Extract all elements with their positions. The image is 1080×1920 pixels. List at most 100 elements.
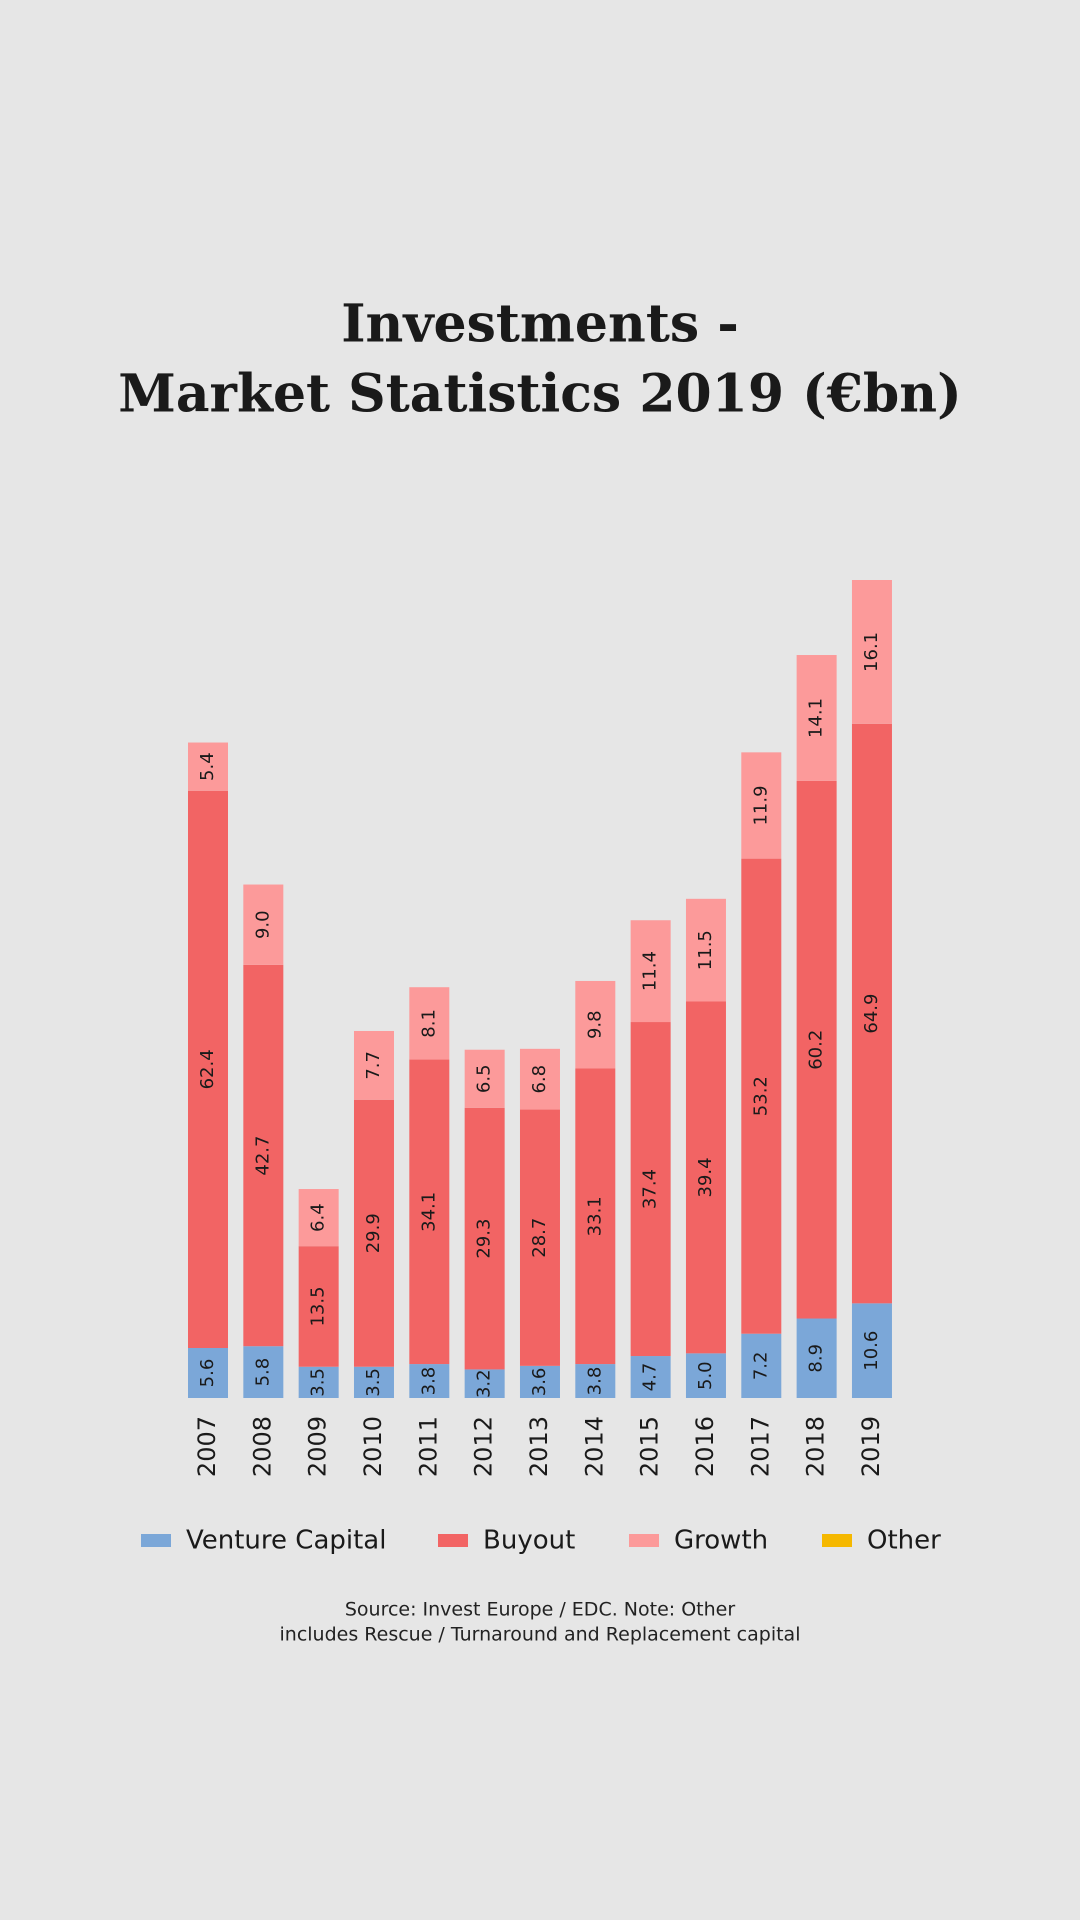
bar-segment	[464, 1107, 505, 1370]
bar-segment	[685, 898, 726, 1002]
value-label: 6.4	[308, 1203, 329, 1232]
bar-segment	[298, 1366, 339, 1398]
bar-segment	[298, 1246, 339, 1367]
bar-segment	[630, 920, 671, 1023]
bar-segment	[796, 780, 837, 1319]
legend-label: Buyout	[483, 1526, 575, 1556]
value-label: 34.1	[418, 1192, 439, 1232]
bar-segment	[741, 858, 782, 1334]
bar-segment	[851, 1303, 892, 1398]
x-tick-label: 2019	[857, 1416, 885, 1477]
value-label: 28.7	[529, 1218, 550, 1258]
value-label: 9.0	[252, 910, 273, 939]
x-tick-label: 2013	[525, 1416, 553, 1477]
value-label: 62.4	[197, 1049, 218, 1089]
x-tick-label: 2012	[470, 1416, 498, 1477]
bar-segment	[353, 1366, 394, 1398]
bar-segment	[630, 1356, 671, 1398]
bar-segment	[575, 1068, 616, 1365]
bar-segment	[685, 1353, 726, 1398]
bar-segment	[519, 1109, 560, 1366]
value-label: 5.0	[695, 1361, 716, 1390]
x-tick-label: 2016	[691, 1416, 719, 1477]
bar-segment	[851, 723, 892, 1304]
bar-segment	[243, 964, 284, 1347]
x-tick-label: 2010	[359, 1416, 387, 1477]
legend-label: Growth	[674, 1526, 768, 1556]
bar-segment	[796, 1318, 837, 1398]
bar-segment	[575, 1364, 616, 1398]
bar-segment	[519, 1365, 560, 1398]
x-tick-label: 2008	[248, 1416, 276, 1477]
value-label: 6.8	[529, 1065, 550, 1094]
bar-segment	[685, 1001, 726, 1354]
value-label: 5.4	[197, 752, 218, 781]
bar-segment	[409, 987, 450, 1060]
value-label: 13.5	[308, 1286, 329, 1326]
legend-label: Other	[867, 1526, 941, 1556]
value-label: 3.8	[584, 1367, 605, 1396]
bar-segment	[409, 1059, 450, 1365]
source-note: includes Rescue / Turnaround and Replace…	[280, 1624, 801, 1646]
value-label: 14.1	[806, 698, 827, 738]
chart-title: Investments -	[341, 294, 739, 355]
bar-segment	[188, 790, 228, 1348]
value-label: 3.5	[363, 1368, 384, 1397]
bar-segment	[464, 1049, 505, 1108]
value-label: 3.8	[418, 1367, 439, 1396]
x-tick-label: 2009	[304, 1416, 332, 1477]
value-label: 11.9	[750, 785, 771, 825]
bar-segment	[188, 1347, 228, 1398]
legend-swatch	[629, 1534, 659, 1547]
bar-segment	[630, 1022, 671, 1357]
bar-segment	[851, 580, 892, 724]
legend-swatch	[141, 1534, 171, 1547]
value-label: 8.1	[418, 1009, 439, 1038]
value-label: 6.5	[474, 1064, 495, 1093]
value-label: 16.1	[861, 632, 882, 672]
bar-segment	[464, 1369, 505, 1398]
value-label: 29.9	[363, 1213, 384, 1253]
legend-swatch	[438, 1534, 468, 1547]
x-tick-label: 2007	[193, 1416, 221, 1477]
value-label: 3.5	[308, 1368, 329, 1397]
value-label: 3.6	[529, 1368, 550, 1397]
legend-swatch	[822, 1534, 852, 1547]
x-tick-label: 2015	[636, 1416, 664, 1477]
value-label: 7.7	[363, 1051, 384, 1080]
value-label: 11.4	[640, 951, 661, 991]
bar-segment	[519, 1048, 560, 1110]
value-label: 8.9	[806, 1344, 827, 1373]
value-label: 53.2	[750, 1076, 771, 1116]
value-label: 4.7	[640, 1363, 661, 1392]
bar-segment	[741, 752, 782, 859]
bar-segment	[575, 980, 616, 1069]
value-label: 10.6	[861, 1331, 882, 1371]
value-label: 5.8	[252, 1358, 273, 1387]
value-label: 42.7	[252, 1136, 273, 1176]
value-label: 37.4	[640, 1169, 661, 1209]
x-tick-label: 2017	[746, 1416, 774, 1477]
bar-segment	[188, 742, 228, 791]
bar-segment	[243, 1346, 284, 1398]
source-note: Source: Invest Europe / EDC. Note: Other	[345, 1599, 735, 1621]
bar-segment	[298, 1189, 339, 1247]
x-tick-label: 2011	[414, 1416, 442, 1477]
bar-segment	[353, 1099, 394, 1367]
chart-title: Market Statistics 2019 (€bn)	[118, 364, 961, 425]
legend-label: Venture Capital	[186, 1526, 386, 1556]
bar-segment	[409, 1364, 450, 1398]
x-tick-label: 2014	[580, 1416, 608, 1477]
value-label: 9.8	[584, 1010, 605, 1039]
value-label: 33.1	[584, 1196, 605, 1236]
x-tick-label: 2018	[802, 1416, 830, 1477]
bar-segment	[796, 655, 837, 781]
bar-segment	[353, 1030, 394, 1100]
value-label: 5.6	[197, 1359, 218, 1388]
value-label: 7.2	[750, 1352, 771, 1381]
bar-segment	[243, 884, 284, 965]
bar-segment	[741, 1333, 782, 1398]
value-label: 3.2	[474, 1369, 495, 1398]
